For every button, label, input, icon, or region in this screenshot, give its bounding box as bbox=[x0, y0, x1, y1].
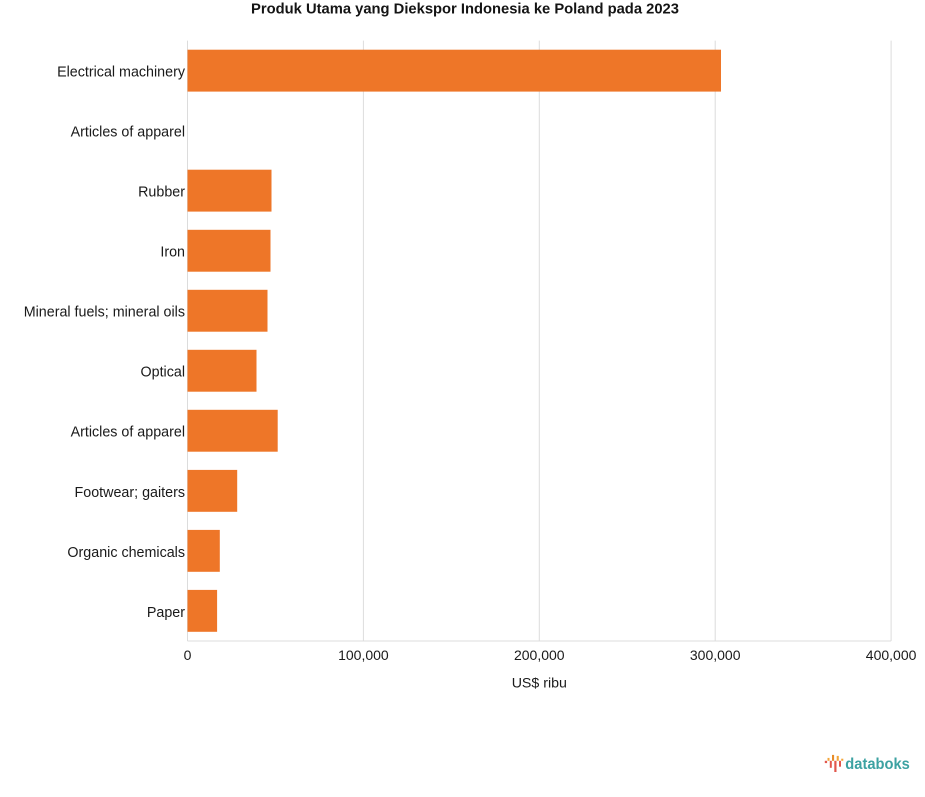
svg-text:Paper: Paper bbox=[147, 605, 185, 621]
svg-text:0: 0 bbox=[184, 647, 192, 663]
svg-text:Rubber: Rubber bbox=[138, 185, 185, 201]
svg-text:400,000: 400,000 bbox=[866, 647, 917, 663]
svg-text:Organic chemicals: Organic chemicals bbox=[67, 545, 185, 561]
svg-text:Articles of apparel: Articles of apparel bbox=[71, 125, 185, 141]
svg-text:200,000: 200,000 bbox=[514, 647, 565, 663]
svg-text:Produk Utama yang Diekspor Ind: Produk Utama yang Diekspor Indonesia ke … bbox=[251, 1, 679, 17]
svg-text:Footwear; gaiters: Footwear; gaiters bbox=[75, 485, 185, 501]
svg-text:Mineral fuels; mineral oils: Mineral fuels; mineral oils bbox=[24, 305, 185, 321]
svg-text:100,000: 100,000 bbox=[338, 647, 389, 663]
svg-text:Articles of apparel: Articles of apparel bbox=[71, 425, 185, 441]
svg-text:Optical: Optical bbox=[141, 365, 186, 381]
svg-text:Electrical machinery: Electrical machinery bbox=[57, 65, 186, 81]
svg-text:US$ ribu: US$ ribu bbox=[512, 676, 567, 692]
svg-text:Iron: Iron bbox=[160, 245, 185, 261]
svg-text:300,000: 300,000 bbox=[690, 647, 741, 663]
svg-text:databoks: databoks bbox=[845, 756, 910, 773]
